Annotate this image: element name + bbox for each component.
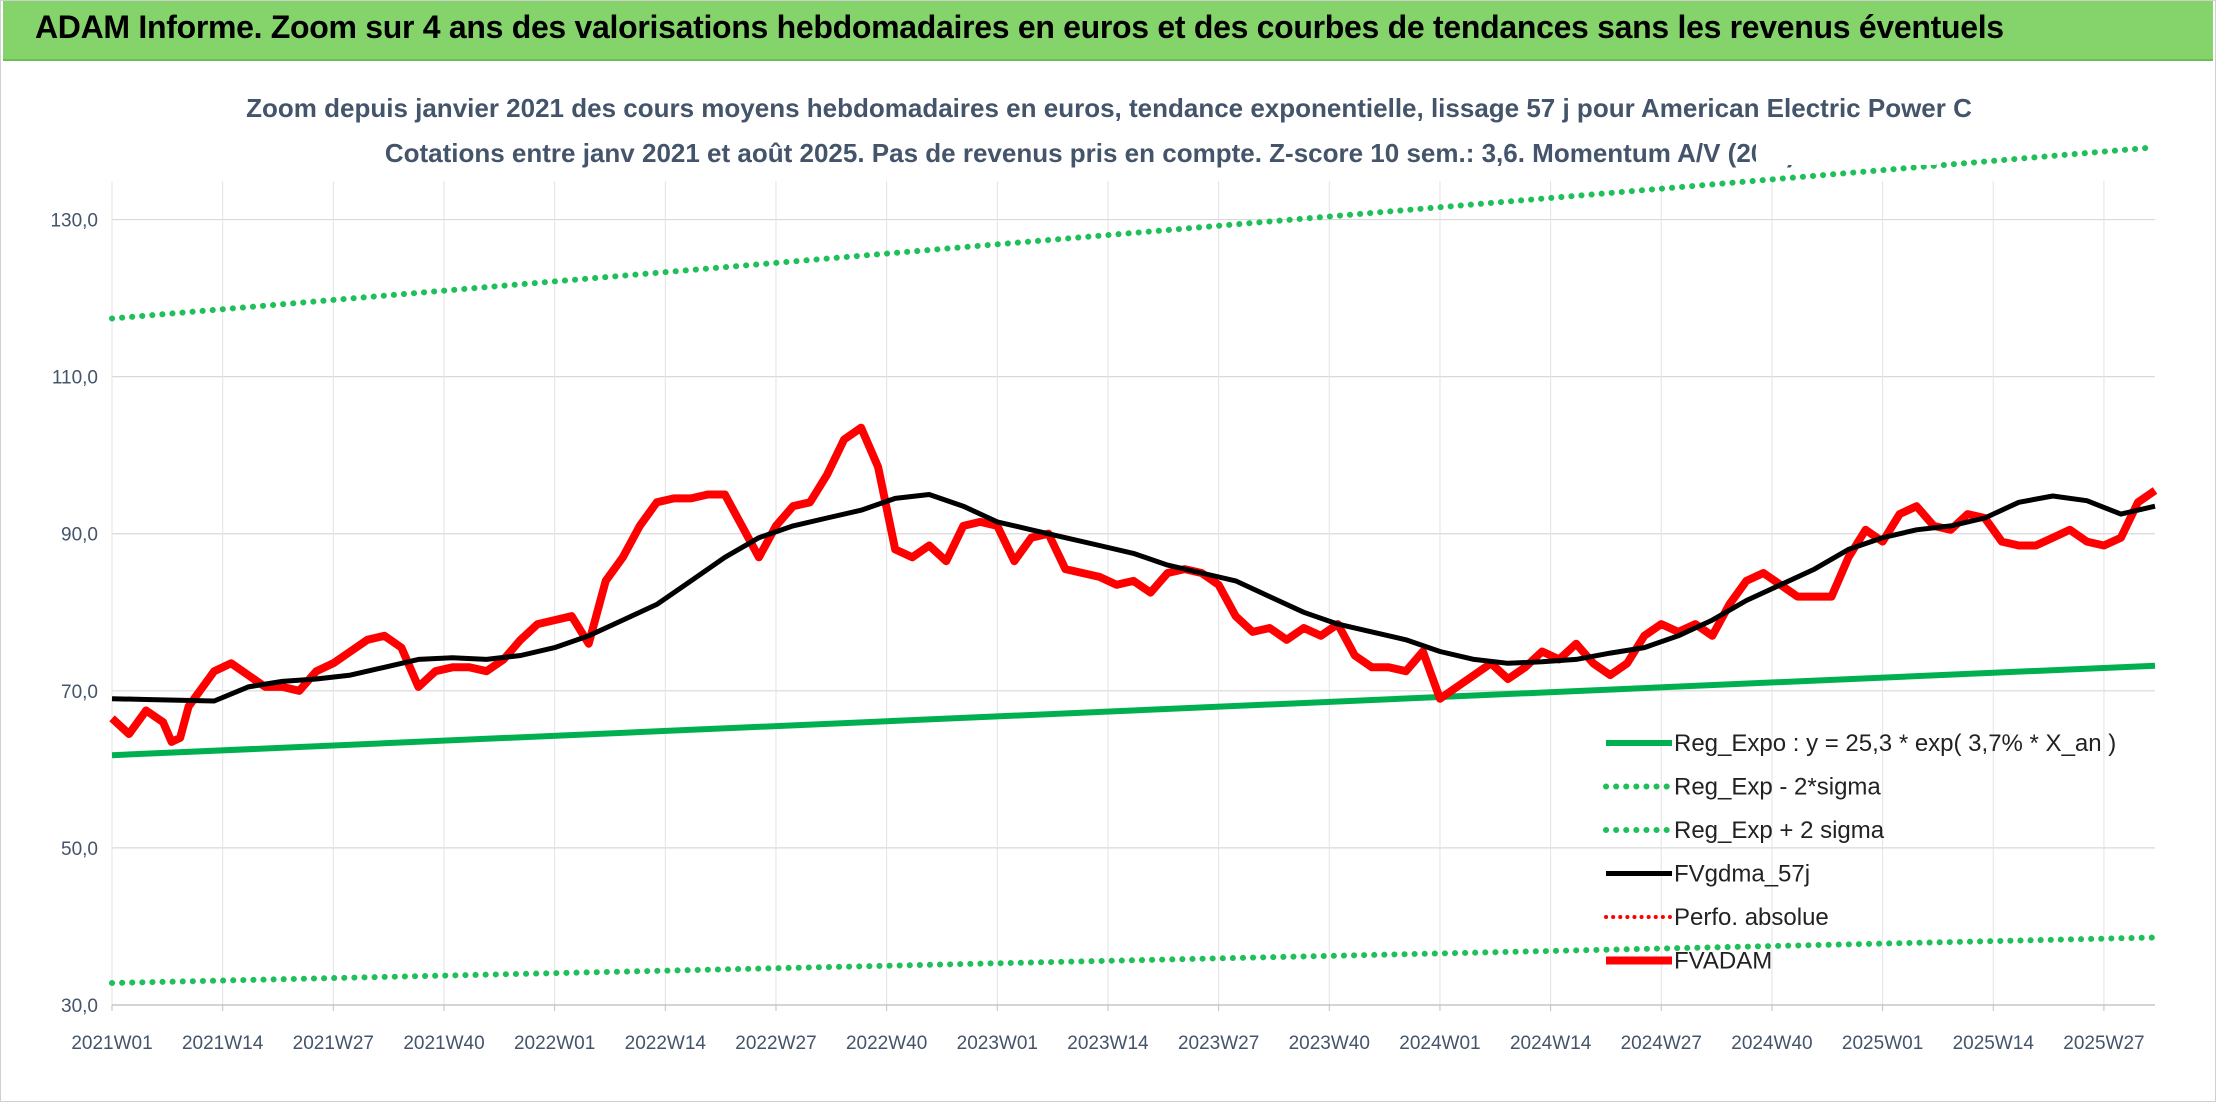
x-tick-label: 2022W01 xyxy=(514,1033,595,1054)
legend-label: Reg_Exp + 2 sigma xyxy=(1674,817,1885,844)
y-tick-label: 70,0 xyxy=(61,682,98,703)
y-tick-label: 50,0 xyxy=(61,839,98,860)
legend: Reg_Expo : y = 25,3 * exp( 3,7% * X_an )… xyxy=(1603,730,2116,975)
legend-label: FVgdma_57j xyxy=(1674,861,1810,888)
series-line-1 xyxy=(109,934,2158,986)
y-axis-ticks: 30,0 50,0 70,0 90,0 110,0 130,0 xyxy=(50,211,98,1017)
chart-title: Zoom depuis janvier 2021 des cours moyen… xyxy=(246,93,1972,123)
legend-label: Reg_Exp - 2*sigma xyxy=(1674,774,1881,801)
series-lines xyxy=(109,133,2158,986)
x-tick-label: 2025W14 xyxy=(1953,1033,2035,1054)
grid xyxy=(111,181,2155,1011)
y-tick-label: 30,0 xyxy=(61,996,98,1017)
x-tick-label: 2021W01 xyxy=(71,1033,152,1054)
y-tick-label: 90,0 xyxy=(61,525,98,546)
chart-subtitle: Cotations entre janv 2021 et août 2025. … xyxy=(384,138,1834,168)
x-tick-label: 2024W14 xyxy=(1510,1033,1592,1054)
legend-label: FVADAM xyxy=(1674,948,1772,975)
x-tick-label: 2021W27 xyxy=(293,1033,374,1054)
title-mask xyxy=(1756,133,1936,165)
x-tick-label: 2021W14 xyxy=(182,1033,264,1054)
x-tick-label: 2023W27 xyxy=(1178,1033,1259,1054)
series-line-0 xyxy=(111,662,2156,759)
x-tick-label: 2025W01 xyxy=(1842,1033,1923,1054)
x-tick-label: 2025W27 xyxy=(2063,1033,2144,1054)
x-tick-label: 2022W14 xyxy=(625,1033,707,1054)
series-line-5 xyxy=(109,423,2158,746)
x-tick-label: 2024W01 xyxy=(1399,1033,1480,1054)
banner-title: ADAM Informe. Zoom sur 4 ans des valoris… xyxy=(35,9,2004,45)
y-tick-label: 110,0 xyxy=(52,368,98,389)
x-tick-label: 2024W27 xyxy=(1621,1033,1702,1054)
x-tick-label: 2022W27 xyxy=(735,1033,816,1054)
series-line-3 xyxy=(111,492,2156,704)
banner: ADAM Informe. Zoom sur 4 ans des valoris… xyxy=(3,1,2213,61)
x-tick-label: 2023W40 xyxy=(1289,1033,1370,1054)
x-tick-label: 2023W01 xyxy=(957,1033,1038,1054)
y-tick-label: 130,0 xyxy=(50,211,98,232)
legend-label: Reg_Expo : y = 25,3 * exp( 3,7% * X_an ) xyxy=(1674,730,2116,757)
x-tick-label: 2024W40 xyxy=(1731,1033,1812,1054)
x-tick-label: 2022W40 xyxy=(846,1033,927,1054)
x-axis-ticks: 2021W01 2021W14 2021W27 2021W40 2022W01 2022W… xyxy=(71,1033,2144,1054)
x-tick-label: 2023W14 xyxy=(1067,1033,1149,1054)
x-tick-label: 2021W40 xyxy=(403,1033,484,1054)
series-line-2 xyxy=(109,144,2158,322)
legend-label: Perfo. absolue xyxy=(1674,904,1829,931)
